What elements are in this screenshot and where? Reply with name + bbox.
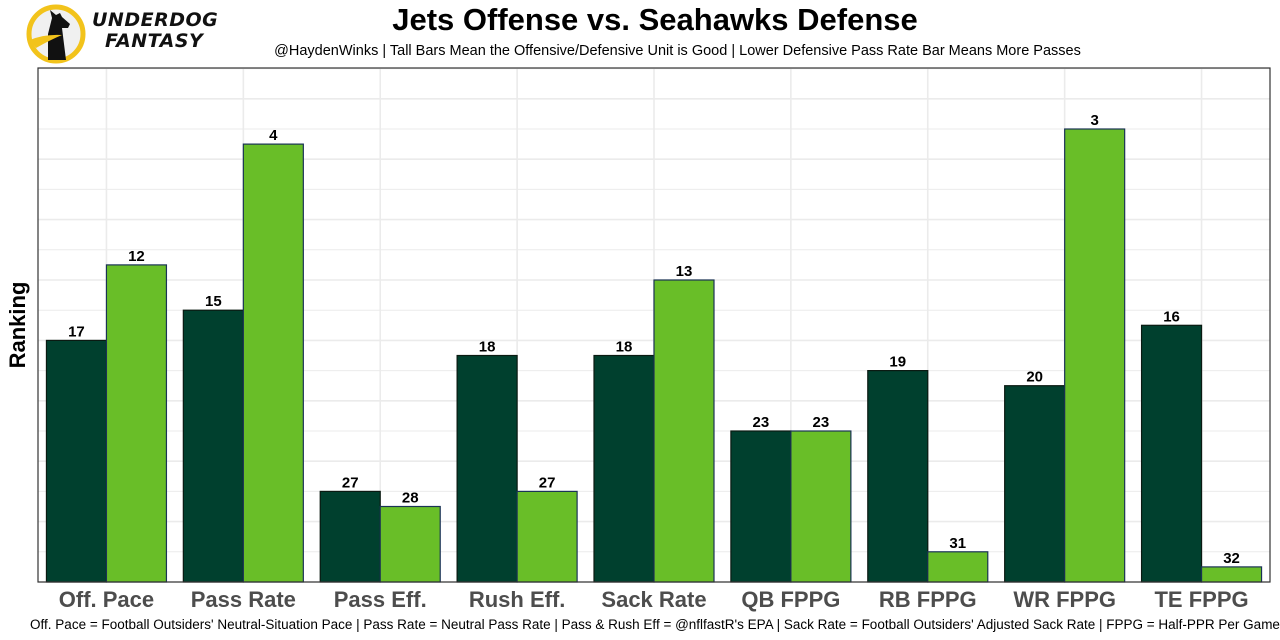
x-tick-label: WR FPPG — [1013, 587, 1116, 612]
x-tick-label: Pass Eff. — [334, 587, 427, 612]
x-tick-label: RB FPPG — [879, 587, 977, 612]
offense-bar — [1004, 385, 1066, 583]
defense-rank-label: 23 — [813, 414, 830, 431]
offense-rank-label: 20 — [1026, 369, 1043, 386]
defense-rank-label: 12 — [128, 248, 145, 265]
footer-caption: Off. Pace = Football Outsiders' Neutral-… — [30, 617, 1280, 632]
defense-bar — [242, 143, 304, 583]
offense-bar — [593, 354, 655, 583]
offense-bar — [867, 370, 929, 583]
defense-rank-label: 27 — [539, 474, 556, 491]
logo-scarf — [30, 34, 62, 48]
defense-rank-label: 32 — [1223, 550, 1240, 567]
defense-bar — [105, 264, 168, 583]
offense-rank-label: 17 — [68, 323, 85, 340]
offense-bar — [45, 339, 108, 583]
defense-bar — [1064, 128, 1126, 583]
plot-frame — [37, 67, 1271, 583]
defense-bar — [927, 551, 989, 583]
x-tick-label: Pass Rate — [191, 587, 296, 612]
x-tick-label: TE FPPG — [1154, 587, 1248, 612]
chart-subtitle: @HaydenWinks | Tall Bars Mean the Offens… — [274, 43, 1081, 59]
x-tick-label: Rush Eff. — [469, 587, 566, 612]
chart-title: Jets Offense vs. Seahawks Defense — [392, 2, 918, 37]
brand-wordmark: UNDERDOG FANTASY — [92, 10, 218, 52]
defense-bar — [1200, 566, 1263, 583]
defense-rank-label: 13 — [676, 263, 693, 280]
underdog-logo — [26, 4, 86, 64]
offense-rank-label: 16 — [1163, 308, 1180, 325]
defense-bar — [790, 430, 852, 583]
defense-rank-label: 31 — [949, 535, 966, 552]
defense-bar — [379, 505, 441, 583]
brand-line2: FANTASY — [105, 30, 204, 52]
offense-bar — [456, 354, 518, 583]
defense-bar — [516, 490, 578, 583]
offense-rank-label: 23 — [753, 414, 770, 431]
defense-rank-label: 4 — [269, 127, 278, 144]
bars — [45, 128, 1263, 583]
offense-rank-label: 19 — [889, 354, 906, 371]
offense-bar — [182, 309, 244, 583]
data-labels: 17 12 15 4 27 28 18 27 18 13 23 23 19 31 20 3 16 32 — [68, 112, 1240, 567]
offense-rank-label: 18 — [616, 339, 633, 356]
brand-line1: UNDERDOG — [92, 9, 219, 31]
x-tick-label: Off. Pace — [59, 587, 154, 612]
x-tick-labels: Off. Pace Pass Rate Pass Eff. Rush Eff. Sack… — [59, 587, 1249, 612]
offense-bar — [319, 490, 381, 583]
defense-rank-label: 28 — [402, 490, 419, 507]
defense-rank-label: 3 — [1090, 112, 1098, 129]
offense-rank-label: 18 — [479, 339, 496, 356]
offense-bar — [730, 430, 792, 583]
defense-bar — [653, 279, 715, 583]
x-tick-label: QB FPPG — [741, 587, 840, 612]
offense-rank-label: 15 — [205, 293, 222, 310]
x-tick-label: Sack Rate — [601, 587, 706, 612]
offense-rank-label: 27 — [342, 474, 359, 491]
y-axis-label: Ranking — [5, 282, 30, 369]
offense-bar — [1140, 324, 1203, 583]
